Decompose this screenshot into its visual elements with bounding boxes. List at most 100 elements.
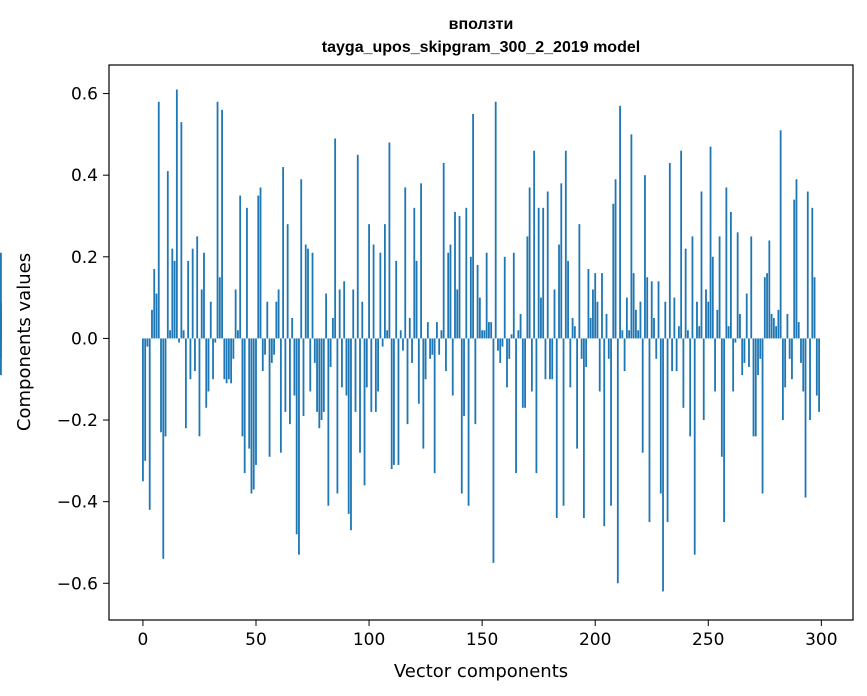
bar-276 <box>766 273 768 339</box>
bar-282 <box>779 130 782 339</box>
bar-80 <box>322 338 325 412</box>
bar-182 <box>553 289 556 339</box>
bar-299 <box>818 338 820 412</box>
bar-251 <box>709 146 712 339</box>
bar-148 <box>476 264 479 339</box>
bar-172 <box>530 338 533 392</box>
bar-180 <box>549 338 551 380</box>
bar-86 <box>336 338 339 494</box>
bar-153 <box>488 322 490 339</box>
bar-183 <box>555 338 558 518</box>
bar-254 <box>716 309 719 339</box>
y-tick-label: −0.2 <box>57 411 98 431</box>
bar-296 <box>811 207 814 339</box>
bar-210 <box>616 338 619 584</box>
bar-109 <box>388 142 391 339</box>
bar-275 <box>763 277 766 339</box>
bar-17 <box>180 122 183 339</box>
bar-92 <box>350 338 352 531</box>
bar-125 <box>424 338 427 380</box>
bar-163 <box>510 334 513 339</box>
bar-228 <box>657 281 660 339</box>
bar-226 <box>653 318 655 339</box>
bar-47 <box>248 338 251 449</box>
bar-128 <box>431 338 434 355</box>
bar-118 <box>408 318 411 339</box>
bar-139 <box>456 289 459 339</box>
bar-195 <box>582 338 585 518</box>
bar-164 <box>512 252 515 339</box>
bar-234 <box>671 338 673 372</box>
bar-258 <box>725 187 728 339</box>
bar-142 <box>463 338 465 416</box>
bar-77 <box>316 338 318 412</box>
bar-184 <box>558 244 560 339</box>
bar-189 <box>569 338 572 388</box>
bar-124 <box>422 338 425 449</box>
bar-42 <box>237 330 239 339</box>
bar-129 <box>433 338 436 474</box>
bar-83 <box>329 338 332 367</box>
bar-113 <box>397 338 400 465</box>
bar-270 <box>752 338 755 437</box>
bar-undefined <box>0 338 2 376</box>
y-tick-label: 0.6 <box>71 85 98 105</box>
bar-114 <box>399 330 402 339</box>
bar-52 <box>259 187 262 339</box>
bar-200 <box>594 273 597 339</box>
bar-207 <box>610 338 612 506</box>
bar-247 <box>700 191 703 339</box>
bar-53 <box>261 338 264 372</box>
bar-266 <box>743 338 746 363</box>
bar-72 <box>304 244 307 339</box>
bar-171 <box>528 187 531 339</box>
bar-259 <box>727 326 730 339</box>
bar-25 <box>198 338 201 437</box>
bar-205 <box>605 313 608 339</box>
bar-44 <box>241 338 244 437</box>
bar-31 <box>212 338 214 380</box>
bar-21 <box>189 338 192 380</box>
bar-236 <box>675 338 678 372</box>
bar-250 <box>707 301 710 339</box>
bar-110 <box>390 338 393 470</box>
chart-subtitle: tayga_upos_skipgram_300_2_2019 model <box>322 39 640 56</box>
bar-45 <box>243 338 246 474</box>
bar-150 <box>481 330 484 339</box>
bar-229 <box>659 338 662 494</box>
bar-178 <box>544 338 547 380</box>
bar-215 <box>628 330 631 339</box>
bar-221 <box>641 338 644 453</box>
bar-194 <box>580 338 583 359</box>
bar-94 <box>354 338 357 412</box>
bar-70 <box>300 179 303 339</box>
bar-119 <box>411 338 413 363</box>
bar-15 <box>175 89 178 339</box>
bar-63 <box>284 338 287 412</box>
bar-279 <box>772 318 775 339</box>
bar-170 <box>526 236 529 339</box>
bar-30 <box>209 301 212 339</box>
bar-undefined <box>0 252 2 339</box>
bar-145 <box>469 256 472 339</box>
bar-199 <box>592 289 594 339</box>
x-tick-label: 300 <box>805 630 837 650</box>
bar-176 <box>540 297 542 339</box>
bar-218 <box>635 309 637 339</box>
bar-285 <box>786 313 789 339</box>
bar-177 <box>542 207 545 339</box>
bar-7 <box>157 101 160 339</box>
bar-286 <box>788 338 791 359</box>
bar-208 <box>612 203 615 339</box>
bar-undefined <box>0 309 2 339</box>
bar-269 <box>750 236 753 339</box>
bar-167 <box>519 313 522 339</box>
bar-38 <box>227 338 230 380</box>
bar-201 <box>596 301 599 339</box>
bar-292 <box>802 338 805 392</box>
bar-243 <box>691 236 694 339</box>
bars-group <box>0 89 820 592</box>
bar-219 <box>637 330 640 339</box>
y-tick-label: −0.6 <box>57 574 98 594</box>
bar-67 <box>293 338 296 396</box>
